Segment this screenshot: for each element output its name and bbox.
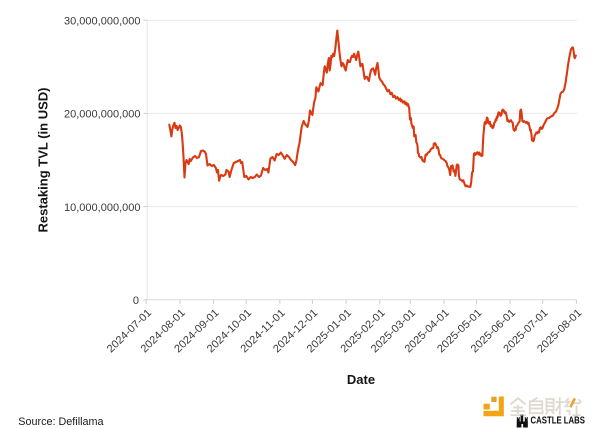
svg-text:Restaking TVL (in USD): Restaking TVL (in USD) — [36, 88, 51, 233]
svg-text:20,000,000,000: 20,000,000,000 — [64, 109, 141, 121]
svg-text:Date: Date — [347, 372, 375, 387]
svg-text:10,000,000,000: 10,000,000,000 — [64, 202, 141, 214]
svg-text:Source: Defillama: Source: Defillama — [18, 416, 103, 428]
svg-text:CASTLE LABS: CASTLE LABS — [531, 416, 586, 427]
svg-text:0: 0 — [133, 295, 139, 307]
svg-text:30,000,000,000: 30,000,000,000 — [64, 16, 141, 28]
